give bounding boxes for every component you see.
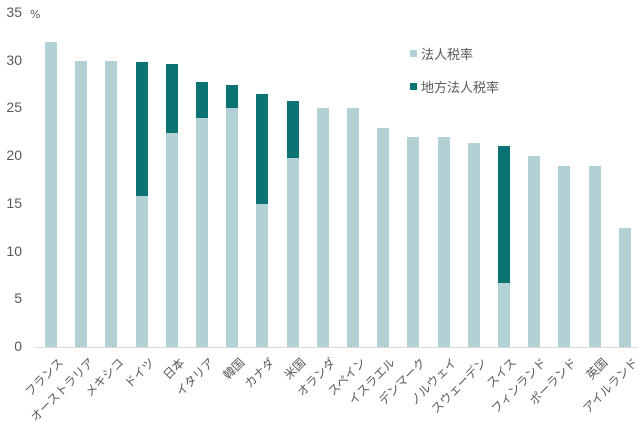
bar-segment-corporate-tax [45,41,57,347]
x-axis-line [35,347,638,348]
bar-segment-corporate-tax [135,196,148,347]
bar-segment-corporate-tax [226,108,239,347]
y-tick-label: 20 [6,147,22,164]
bar-segment-corporate-tax [558,165,571,347]
y-axis-unit: % [30,8,41,21]
y-tick-label: 15 [6,194,22,211]
bar-segment-corporate-tax [588,165,601,347]
bar-segment-local-corporate-tax [286,100,299,159]
legend-swatch-light-icon [410,50,417,57]
x-tick-label: ドイツ [121,355,157,391]
y-tick-label: 0 [14,338,22,354]
bar-segment-corporate-tax [377,127,390,347]
bar-segment-corporate-tax [196,117,208,347]
bar-segment-corporate-tax [347,108,359,347]
legend-item-corporate-tax: 法人税率 [410,44,499,63]
legend: 法人税率 地方法人税率 [410,44,499,110]
legend-item-local-corporate-tax: 地方法人税率 [410,77,499,96]
y-tick-label: 5 [14,290,22,307]
bar-segment-corporate-tax [286,158,299,347]
y-tick-label: 30 [6,51,22,68]
bar-segment-local-corporate-tax [226,84,239,109]
bar-segment-corporate-tax [105,60,118,347]
bar-segment-local-corporate-tax [498,145,510,284]
legend-swatch-dark-icon [410,83,417,90]
bar-segment-local-corporate-tax [135,61,148,197]
bar-segment-corporate-tax [75,60,88,347]
bar-segment-corporate-tax [316,108,329,347]
bar-segment-local-corporate-tax [165,63,178,134]
bar-segment-local-corporate-tax [196,81,208,118]
bar-segment-corporate-tax [256,203,269,347]
y-tick-label: 10 [6,242,22,259]
bar-segment-corporate-tax [165,133,178,347]
bar-segment-local-corporate-tax [256,94,269,204]
bar-segment-corporate-tax [618,227,631,347]
y-tick-label: 35 [6,4,22,20]
bar-segment-corporate-tax [407,137,420,347]
bar-segment-corporate-tax [467,142,480,347]
bar-segment-corporate-tax [498,283,510,347]
bar-segment-corporate-tax [437,137,450,347]
x-tick-label: カナダ [242,355,278,391]
bar-segment-corporate-tax [528,156,541,347]
legend-label: 地方法人税率 [421,81,500,96]
legend-label: 法人税率 [421,48,474,63]
y-tick-label: 25 [6,99,22,116]
